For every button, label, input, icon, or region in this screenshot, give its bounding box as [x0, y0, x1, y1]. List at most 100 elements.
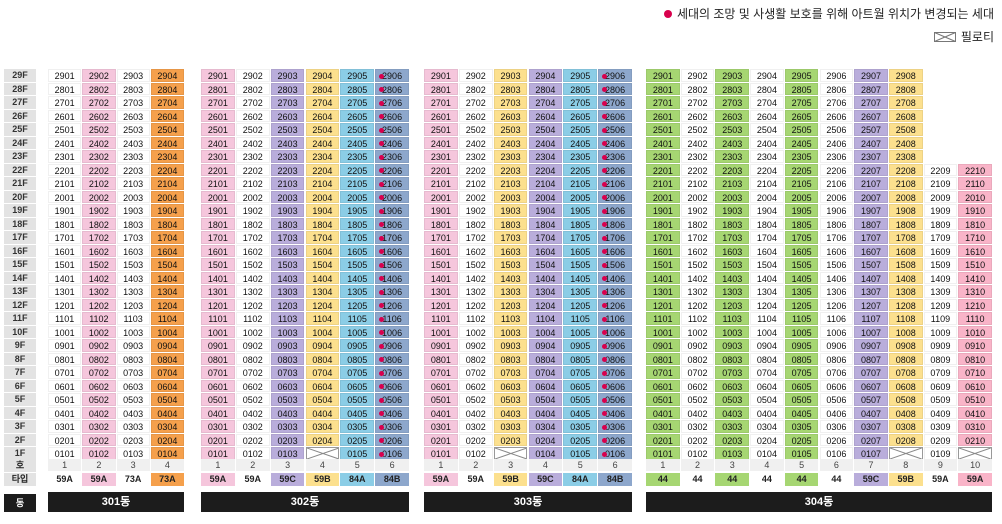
unit-cell: 1005: [340, 325, 375, 338]
ho-number: 4: [150, 459, 184, 471]
unit-cell: 1302: [458, 285, 493, 298]
unit-cell: 1906: [375, 204, 409, 217]
unit-cell: 1504: [150, 258, 184, 271]
unit-cell: 1002: [680, 325, 715, 338]
unit-cell: 1003: [493, 325, 528, 338]
unit-cell: 0301: [424, 420, 458, 433]
unit-cell: 1601: [646, 244, 680, 257]
unit-cell: 2803: [493, 82, 528, 95]
ho-number: 4: [750, 459, 784, 471]
unit-cell: 0905: [784, 339, 819, 352]
unit-type: 59A: [424, 473, 458, 486]
unit-cell: 0901: [646, 339, 680, 352]
unit-cell: 0408: [888, 406, 923, 419]
unit-cell: 2901: [201, 69, 235, 82]
piloti-icon: [306, 448, 339, 459]
unit-cell: 0401: [48, 406, 82, 419]
unit-cell: 1303: [270, 285, 305, 298]
unit-cell: 0309: [923, 420, 958, 433]
unit-cell: 1307: [854, 285, 888, 298]
unit-cell: 1101: [201, 312, 235, 325]
unit-cell: 2605: [340, 109, 375, 122]
unit-cell: 0410: [958, 406, 992, 419]
unit-cell: 2501: [48, 123, 82, 136]
unit-cell: 1703: [270, 231, 305, 244]
unit-cell: 1306: [375, 285, 409, 298]
unit-cell: 1806: [819, 217, 854, 230]
unit-cell: 1506: [375, 258, 409, 271]
unit-cell: 1703: [715, 231, 750, 244]
unit-cell: 2302: [458, 150, 493, 163]
legend-piloti: 필로티: [933, 28, 994, 45]
unit-cell: 2701: [646, 96, 680, 109]
unit-cell: 1901: [424, 204, 458, 217]
unit-cell: 2303: [270, 150, 305, 163]
unit-cell: 0203: [116, 433, 150, 446]
unit-cell: 0203: [270, 433, 305, 446]
unit-cell: 1303: [715, 285, 750, 298]
unit-cell: 1501: [424, 258, 458, 271]
unit-cell: 2404: [150, 136, 184, 149]
unit-cell: 2805: [784, 82, 819, 95]
piloti-cell: [888, 447, 923, 460]
unit-cell: 0702: [82, 366, 116, 379]
unit-cell: 2701: [424, 96, 458, 109]
unit-cell: 1906: [598, 204, 632, 217]
ho-number: 2: [680, 459, 715, 471]
unit-cell: 1008: [888, 325, 923, 338]
ho-number: 1: [48, 459, 82, 471]
unit-cell: 0407: [854, 406, 888, 419]
unit-cell: 1303: [116, 285, 150, 298]
unit-cell: 0201: [201, 433, 235, 446]
piloti-icon: [933, 31, 956, 42]
unit-cell: 2208: [888, 163, 923, 176]
unit-cell: 2008: [888, 190, 923, 203]
unit-cell: 0709: [923, 366, 958, 379]
unit-cell: 1502: [458, 258, 493, 271]
unit-cell: 0403: [715, 406, 750, 419]
unit-cell: 2303: [715, 150, 750, 163]
unit-cell: 0504: [305, 393, 340, 406]
unit-cell: 1604: [528, 244, 563, 257]
unit-cell: 0303: [270, 420, 305, 433]
unit-cell: 1201: [424, 298, 458, 311]
unit-cell: 1101: [646, 312, 680, 325]
unit-cell: 1903: [493, 204, 528, 217]
unit-cell: 1904: [305, 204, 340, 217]
ho-number: 3: [116, 459, 150, 471]
unit-cell: 2901: [424, 69, 458, 82]
unit-cell: 0105: [563, 447, 598, 460]
unit-cell: 1503: [715, 258, 750, 271]
unit-cell: 2007: [854, 190, 888, 203]
unit-cell: 2405: [340, 136, 375, 149]
unit-cell: 1405: [340, 271, 375, 284]
unit-cell: 0303: [715, 420, 750, 433]
unit-cell: 1210: [958, 298, 992, 311]
unit-cell: 1903: [715, 204, 750, 217]
unit-cell: 2901: [646, 69, 680, 82]
unit-cell: 0105: [340, 447, 375, 460]
unit-cell: 2503: [116, 123, 150, 136]
unit-cell: 1908: [888, 204, 923, 217]
unit-cell: 1302: [680, 285, 715, 298]
floor-label: 21F: [4, 177, 36, 190]
unit-cell: 2802: [458, 82, 493, 95]
unit-cell: 0605: [340, 379, 375, 392]
type-label: 타입: [4, 473, 36, 486]
unit-cell: 1305: [563, 285, 598, 298]
legend-dot-text: 세대의 조망 및 사생활 보호를 위해 아트월 위치가 변경되는 세대: [676, 7, 994, 21]
unit-cell: 2706: [819, 96, 854, 109]
unit-cell: 1906: [819, 204, 854, 217]
unit-cell: 2702: [235, 96, 270, 109]
unit-cell: 1901: [48, 204, 82, 217]
floor-label: 29F: [4, 69, 36, 82]
unit-cell: 0606: [598, 379, 632, 392]
unit-cell: 1709: [923, 231, 958, 244]
unit-cell: 0506: [375, 393, 409, 406]
unit-cell: 2203: [493, 163, 528, 176]
unit-cell: 0404: [305, 406, 340, 419]
unit-cell: 0803: [116, 352, 150, 365]
unit-cell: 1501: [201, 258, 235, 271]
unit-cell: 0104: [150, 447, 184, 460]
unit-cell: 1404: [750, 271, 784, 284]
